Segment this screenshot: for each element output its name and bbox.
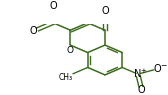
Text: O: O	[101, 6, 109, 16]
Text: O: O	[49, 1, 57, 11]
Text: +: +	[140, 68, 146, 74]
Text: O: O	[29, 26, 37, 36]
Text: N: N	[134, 69, 142, 79]
Text: O: O	[154, 64, 161, 74]
Text: O: O	[67, 46, 74, 55]
Text: CH₃: CH₃	[59, 73, 73, 82]
Text: −: −	[160, 61, 167, 70]
Text: O: O	[138, 85, 145, 95]
